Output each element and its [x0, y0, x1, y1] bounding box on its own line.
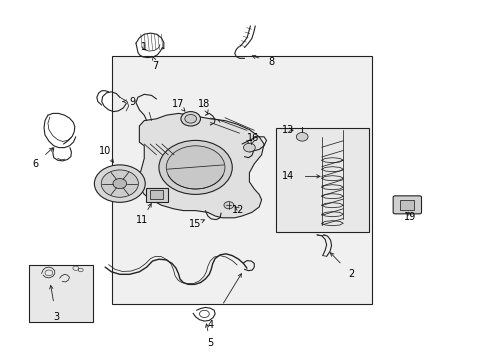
Circle shape: [159, 140, 232, 194]
Text: 11: 11: [135, 215, 148, 225]
Bar: [112, 56, 371, 304]
Text: 12: 12: [232, 204, 244, 215]
Bar: [145, 188, 167, 202]
Text: 18: 18: [198, 99, 210, 109]
Text: 13: 13: [282, 125, 294, 135]
Text: 10: 10: [99, 146, 111, 156]
Text: 6: 6: [32, 159, 38, 169]
Text: 9: 9: [129, 96, 135, 107]
Circle shape: [184, 114, 196, 123]
Bar: [276, 128, 368, 232]
Circle shape: [296, 132, 307, 141]
Text: 15: 15: [189, 219, 202, 229]
Text: 7: 7: [152, 60, 158, 71]
Text: 19: 19: [403, 212, 415, 222]
Text: 2: 2: [347, 269, 353, 279]
Text: 14: 14: [282, 171, 294, 181]
Circle shape: [101, 170, 138, 197]
Text: 1: 1: [141, 42, 147, 52]
Text: 8: 8: [268, 57, 274, 67]
Circle shape: [224, 202, 233, 209]
Bar: [29, 265, 93, 322]
Circle shape: [113, 179, 126, 189]
Text: 16: 16: [246, 132, 259, 143]
Polygon shape: [139, 113, 264, 218]
Circle shape: [181, 112, 200, 126]
FancyBboxPatch shape: [392, 196, 421, 214]
Text: 4: 4: [207, 320, 213, 330]
Circle shape: [166, 146, 224, 189]
Text: 3: 3: [53, 312, 59, 322]
Bar: [149, 190, 163, 199]
Text: 17: 17: [172, 99, 184, 109]
Bar: [399, 200, 413, 210]
Circle shape: [94, 165, 145, 202]
Text: 5: 5: [207, 338, 213, 348]
Circle shape: [243, 143, 255, 152]
